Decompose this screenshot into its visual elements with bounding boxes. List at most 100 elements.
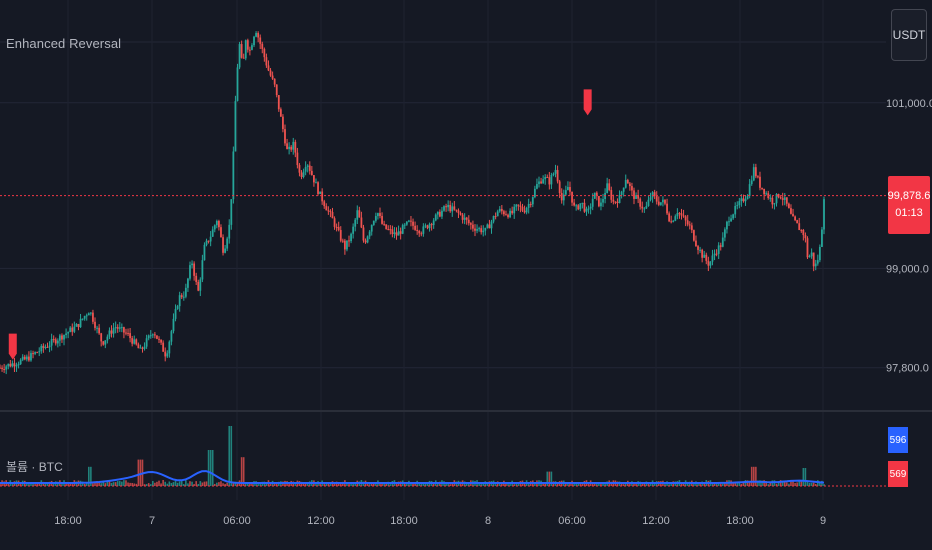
candle-body (672, 221, 674, 222)
price-tick-label: 99,000.0 (886, 263, 929, 275)
candle-body (148, 335, 150, 338)
volume-bar (140, 460, 142, 486)
candle-body (171, 331, 173, 341)
candle-body (693, 230, 695, 240)
volume-bar (214, 484, 216, 486)
candle-body (451, 206, 453, 211)
volume-bar (117, 481, 119, 486)
volume-bar (123, 480, 125, 486)
candle-body (408, 221, 410, 222)
candle-body (38, 351, 40, 352)
candle-body (398, 231, 400, 235)
volume-bar (109, 481, 111, 486)
candle-body (14, 363, 16, 366)
volume-bar (208, 450, 210, 486)
candle-body (259, 37, 261, 43)
candle-body (92, 313, 94, 322)
candle-body (751, 180, 753, 184)
candle-body (819, 247, 821, 260)
candle-body (643, 208, 645, 209)
candle-body (168, 342, 170, 354)
candle-body (749, 184, 751, 196)
price-axis: 97,800.099,000.0101,000.0 (886, 98, 932, 375)
candle-body (802, 230, 804, 235)
candle-body (193, 264, 195, 276)
candle-body (495, 216, 497, 217)
volume-bar (792, 481, 794, 486)
currency-button[interactable]: USDT (891, 9, 927, 61)
candle-body (670, 221, 672, 222)
candle-body (232, 151, 234, 199)
candle-body (305, 167, 307, 172)
candle-body (703, 255, 705, 258)
candle-body (796, 220, 798, 223)
volume-bar (786, 482, 788, 486)
candle-body (493, 216, 495, 221)
candle-body (61, 335, 63, 339)
candle-countdown: 01:13 (895, 205, 923, 222)
candle-body (811, 253, 813, 257)
time-tick-label: 12:00 (642, 515, 670, 527)
candle-body (284, 129, 286, 143)
candle-body (579, 203, 581, 209)
candle-body (220, 227, 222, 237)
candle-body (247, 40, 249, 49)
candle-body (745, 199, 747, 201)
candle-body (433, 220, 435, 225)
candle-body (142, 348, 144, 349)
candle-body (654, 192, 656, 196)
candle-body (115, 327, 117, 328)
candle-body (722, 238, 724, 247)
candle-body (511, 211, 513, 213)
candle-body (137, 344, 139, 348)
candle-body (156, 335, 158, 338)
candle-body (612, 200, 614, 202)
candle-body (253, 37, 255, 45)
candle-body (771, 198, 773, 205)
volume-bar (295, 484, 297, 486)
candle-body (798, 223, 800, 230)
candle-body (656, 196, 658, 202)
candle-body (666, 204, 668, 214)
candle-body (588, 209, 590, 210)
candle-body (517, 205, 519, 206)
volume-bar (594, 484, 596, 486)
candle-body (311, 171, 313, 175)
candle-body (373, 221, 375, 225)
candle-body (222, 237, 224, 253)
volume-bar (751, 467, 753, 486)
candle-body (807, 238, 809, 257)
volume-bar (179, 481, 181, 486)
time-tick-label: 12:00 (307, 515, 335, 527)
candle-body (712, 255, 714, 261)
candle-body (80, 319, 82, 327)
candle-body (20, 360, 22, 364)
candle-body (226, 239, 228, 249)
candle-body (286, 143, 288, 149)
candle-body (34, 352, 36, 354)
candle-body (590, 207, 592, 209)
volume-bar (482, 484, 484, 486)
candle-body (553, 174, 555, 175)
candle-body (197, 282, 199, 291)
candle-body (100, 333, 102, 341)
candle-body (127, 333, 129, 334)
volume-pane (0, 426, 888, 486)
candle-body (160, 340, 162, 343)
candle-body (224, 249, 226, 253)
candle-body (18, 364, 20, 365)
candle-body (346, 240, 348, 249)
candle-body (431, 224, 433, 225)
candle-body (765, 193, 767, 194)
candle-body (274, 79, 276, 85)
candle-body (813, 253, 815, 267)
candle-body (146, 338, 148, 346)
candle-body (7, 364, 9, 367)
candle-body (292, 142, 294, 150)
candle-body (249, 50, 251, 51)
candle-body (261, 44, 263, 49)
candle-body (759, 177, 761, 188)
candle-body (633, 190, 635, 198)
candle-body (761, 188, 763, 189)
